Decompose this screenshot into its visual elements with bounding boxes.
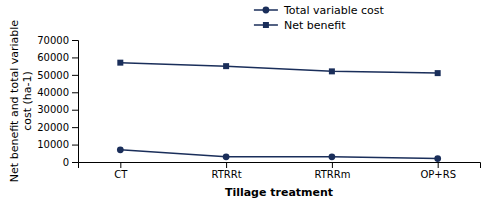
data-point [435,70,441,76]
y-tick: 10000 [37,139,78,150]
x-tick: CT [114,162,128,180]
tick-mark [72,40,78,41]
x-axis-title: Tillage treatment [225,186,333,199]
tick-mark [72,57,78,58]
y-axis-title-line: Net benefit and total variable [8,20,21,182]
tick-label: 10000 [37,139,69,150]
y-tick: 30000 [37,104,78,115]
series-group [117,60,441,162]
chart: 0 10000 20000 30000 40000 50000 60000 70000 CT RT… [0,0,500,200]
tick-label: 30000 [37,104,69,115]
tick-mark [438,162,439,168]
legend-label: Total variable cost [283,4,385,17]
tick-mark [226,162,227,168]
y-tick: 60000 [37,52,78,63]
data-point [223,63,229,69]
tick-label: CT [114,169,128,180]
tick-label: 60000 [37,52,69,63]
tick-label: OP+RS [420,169,456,180]
tick-mark [72,92,78,93]
y-tick: 0 [63,157,78,168]
legend-item: Net benefit [254,19,346,32]
tick-label: RTRRm [314,169,350,180]
x-tick: RTRRt [212,162,242,180]
y-axis: 0 10000 20000 30000 40000 50000 60000 70000 [37,35,78,168]
y-tick: 20000 [37,122,78,133]
legend-marker [263,7,270,14]
plot-area: 0 10000 20000 30000 40000 50000 60000 70000 CT RT… [37,35,480,180]
tick-mark [72,127,78,128]
data-point [329,153,336,160]
y-axis-title: Net benefit and total variablecost (ha-1… [8,20,34,182]
tick-label: 50000 [37,70,69,81]
axis-line [79,163,481,169]
data-point [329,68,335,74]
tick-mark [72,75,78,76]
data-point [223,153,230,160]
tick-label: 70000 [37,35,69,46]
tick-label: 40000 [37,87,69,98]
tick-mark [72,145,78,146]
data-point [117,146,124,153]
x-tick: RTRRm [314,162,350,180]
legend-marker [263,22,269,28]
series-line [120,63,437,73]
y-tick: 50000 [37,70,78,81]
x-axis: CT RTRRt RTRRm OP+RS [79,162,481,180]
y-tick: 70000 [37,35,78,46]
x-tick: OP+RS [420,162,456,180]
tick-label: 0 [63,157,69,168]
legend: Total variable cost Net benefit [254,4,385,32]
data-point [434,155,441,162]
data-point [117,60,123,66]
y-axis-title-line: cost (ha-1) [21,71,34,131]
axis-line [72,41,79,163]
tick-label: 20000 [37,122,69,133]
legend-label: Net benefit [284,19,346,32]
tick-mark [332,162,333,168]
tick-mark [72,110,78,111]
y-tick: 40000 [37,87,78,98]
tick-mark [120,162,121,168]
tick-label: RTRRt [212,169,242,180]
tick-mark [72,162,78,163]
legend-item: Total variable cost [254,4,385,17]
series-line [120,150,437,159]
